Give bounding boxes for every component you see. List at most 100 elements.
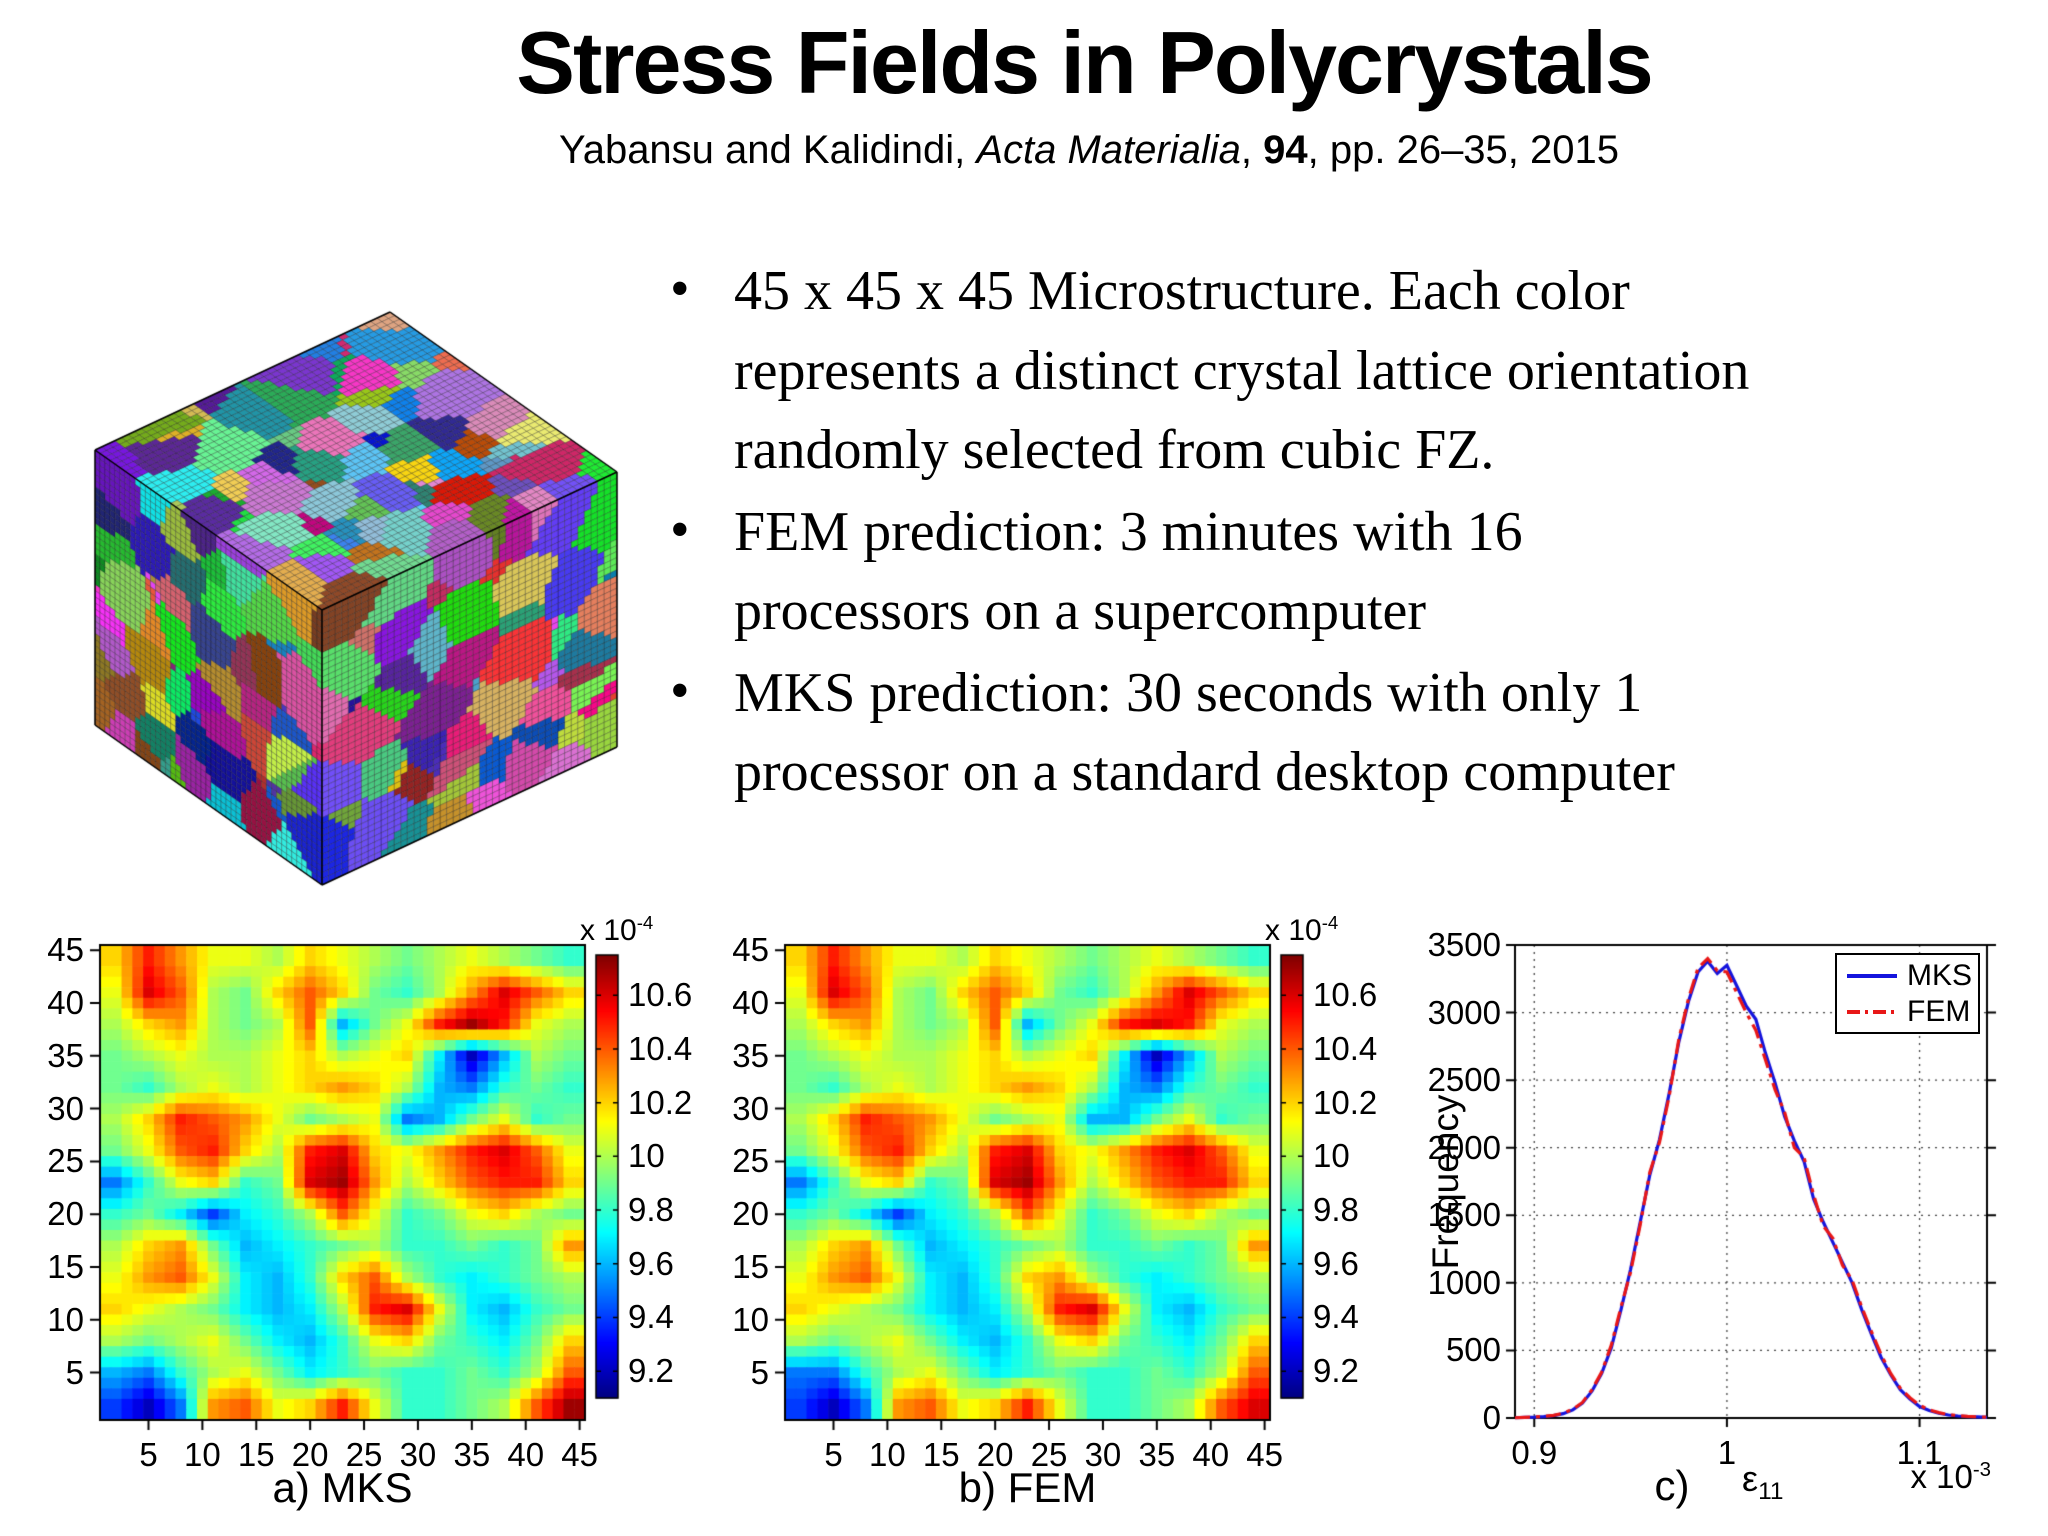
y-tick-label: 1500	[1427, 1196, 1501, 1234]
y-tick-label: 5	[750, 1353, 769, 1391]
fem-line-sample	[1847, 1009, 1897, 1014]
colorbar-scale-label: x 10-4	[1265, 912, 1338, 948]
citation-journal: Acta Materialia	[976, 128, 1241, 172]
citation: Yabansu and Kalidindi, Acta Materialia , …	[0, 128, 2048, 173]
y-tick-label: 2500	[1427, 1061, 1501, 1099]
colorbar-scale-label-part: -4	[636, 912, 654, 933]
x-tick-label: 40	[507, 1436, 545, 1473]
x-scale-label: x 10-3	[1910, 1458, 1991, 1496]
bullet-line: 45 x 45 x 45 Microstructure. Each color	[734, 260, 1630, 322]
x-tick-label: 45	[1246, 1436, 1283, 1473]
colorbar-tick-label: 9.4	[628, 1298, 674, 1336]
page-title: Stress Fields in Polycrystals	[516, 13, 1653, 112]
x-tick-label: 10	[184, 1436, 221, 1473]
colorbar-tick-label: 10	[1313, 1137, 1350, 1175]
y-tick-label: 20	[47, 1195, 84, 1233]
colorbar-tick-label: 10.6	[628, 976, 693, 1014]
x-axis-label: ε11	[1742, 1458, 1783, 1506]
colorbar-fem	[1275, 949, 1335, 1404]
colorbar-tick-label: 10.4	[628, 1029, 693, 1067]
x-tick-label: 40	[1192, 1436, 1230, 1473]
colorbar-scale-label: x 10-4	[580, 912, 653, 948]
y-tick-label: 35	[47, 1036, 84, 1074]
mks-line-sample	[1847, 973, 1897, 978]
microstructure-cube-image	[60, 265, 635, 910]
bullet-line: represents a distinct crystal lattice or…	[734, 339, 1750, 402]
colorbar-tick-label: 9.6	[1313, 1244, 1359, 1282]
x-tick-label: 20	[976, 1436, 1014, 1473]
citation-authors: Yabansu and Kalidindi,	[558, 128, 977, 172]
x-tick-label: 30	[399, 1436, 437, 1473]
colorbar-tick-label: 9.2	[1313, 1352, 1359, 1390]
y-tick-label: 15	[732, 1247, 769, 1285]
citation-pages-year: , pp. 26–35, 2015	[1307, 128, 1620, 172]
y-tick-label: 40	[732, 984, 769, 1022]
legend-entry-mks: MKS	[1837, 958, 1978, 994]
y-tick-label: 40	[47, 984, 84, 1022]
bullet-line: processors on a supercomputer	[734, 580, 1427, 643]
x-scale-label-part: -3	[1972, 1458, 1991, 1481]
colorbar-tick-label: 10.2	[628, 1083, 693, 1121]
y-tick-label: 30	[732, 1089, 769, 1127]
y-tick-label: 10	[732, 1300, 769, 1338]
legend-entry-fem: FEM	[1837, 994, 1978, 1030]
x-tick-label: 35	[453, 1436, 491, 1473]
y-tick-label: 45	[47, 931, 84, 969]
heatmap-mks	[86, 931, 599, 1434]
x-tick-label: 5	[139, 1436, 158, 1473]
x-tick-label: 10	[869, 1436, 906, 1473]
citation-separator: ,	[1240, 128, 1264, 172]
y-axis-label: Frequency	[1425, 1094, 1466, 1269]
x-tick-label: 35	[1138, 1436, 1176, 1473]
bullet-line: processor on a standard desktop computer	[734, 741, 1675, 804]
citation-volume: 94	[1263, 128, 1308, 172]
legend-label-fem: FEM	[1907, 994, 1971, 1028]
colorbar-tick-label: 9.2	[628, 1352, 674, 1390]
x-tick-label: 1	[1717, 1434, 1737, 1471]
y-tick-label: 3000	[1427, 993, 1501, 1031]
x-tick-label: 25	[345, 1436, 383, 1473]
colorbar-tick-label: 9.8	[1313, 1191, 1359, 1229]
x-tick-label: 45	[561, 1436, 598, 1473]
x-tick-label: 0.9	[1511, 1434, 1558, 1471]
y-tick-label: 5	[65, 1353, 84, 1391]
colorbar-mks	[590, 949, 650, 1404]
heatmap-fem	[771, 931, 1284, 1434]
colorbar-scale-label-part: x 10	[580, 914, 637, 947]
y-tick-label: 3500	[1427, 926, 1501, 963]
caption-c: c)	[1654, 1462, 1690, 1509]
colorbar-tick-label: 10.2	[1313, 1083, 1378, 1121]
caption-b: b) FEM	[958, 1464, 1097, 1511]
legend-label-mks: MKS	[1907, 958, 1973, 992]
bullet-item: 45 x 45 x 45 Microstructure. Each color r…	[660, 250, 2048, 491]
x-tick-label: 5	[824, 1436, 843, 1473]
y-tick-label: 15	[47, 1247, 84, 1285]
x-tick-label: 25	[1030, 1436, 1068, 1473]
caption-a: a) MKS	[272, 1464, 413, 1511]
y-tick-label: 20	[732, 1195, 769, 1233]
y-tick-label: 35	[732, 1036, 769, 1074]
y-tick-label: 500	[1445, 1331, 1501, 1369]
colorbar-tick-label: 10	[628, 1137, 665, 1175]
legend: MKS FEM	[1835, 953, 1980, 1034]
y-tick-label: 2000	[1427, 1128, 1501, 1166]
colorbar-tick-label: 10.6	[1313, 976, 1378, 1014]
bullet-item: FEM prediction: 3 minutes with 16 process…	[660, 491, 2048, 652]
bullet-item: MKS prediction: 30 seconds with only 1 pr…	[660, 652, 2048, 813]
y-tick-label: 45	[732, 931, 769, 969]
colorbar-tick-label: 10.4	[1313, 1029, 1378, 1067]
y-tick-label: 25	[732, 1142, 769, 1180]
colorbar-tick-label: 9.6	[628, 1244, 674, 1282]
bullet-list: 45 x 45 x 45 Microstructure. Each color r…	[660, 250, 2048, 815]
colorbar-scale-label-part: -4	[1321, 912, 1339, 933]
x-axis-label-part: ε	[1742, 1458, 1759, 1499]
x-tick-label: 15	[237, 1436, 275, 1473]
y-tick-label: 10	[47, 1300, 84, 1338]
colorbar-tick-label: 9.8	[628, 1191, 674, 1229]
x-axis-label-part: 11	[1758, 1478, 1784, 1506]
y-tick-label: 30	[47, 1089, 84, 1127]
colorbar-scale-label-part: x 10	[1265, 914, 1322, 947]
colorbar-tick-label: 9.4	[1313, 1298, 1359, 1336]
y-tick-label: 25	[47, 1142, 84, 1180]
